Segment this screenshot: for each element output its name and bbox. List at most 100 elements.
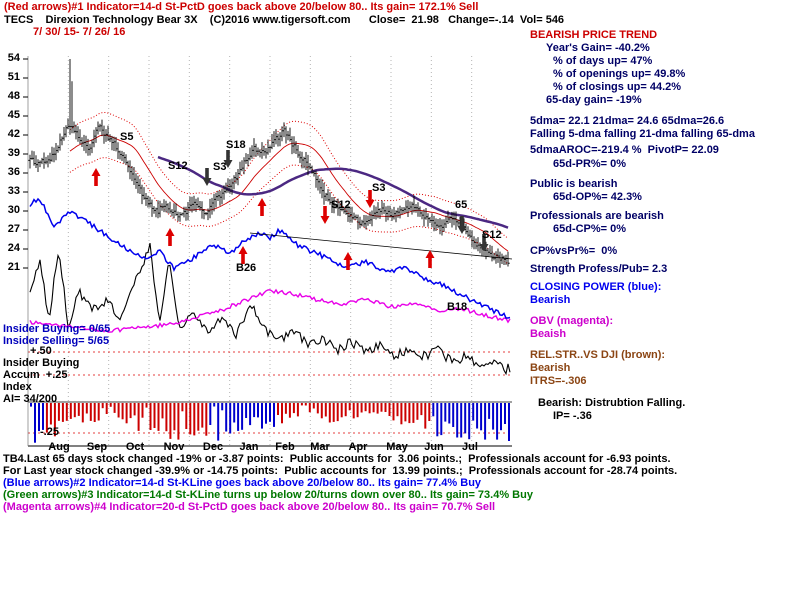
histogram-bar (488, 403, 491, 419)
red-arrow-signal-line: (Red arrows)#1 Indicator=14-d St-PctD go… (4, 1, 479, 13)
histogram-bar (38, 403, 40, 432)
histogram-bar (53, 403, 56, 437)
histogram-bar (201, 403, 204, 428)
histogram-bar (464, 403, 467, 434)
buy-arrow-icon (238, 246, 248, 264)
histogram-bar (384, 403, 387, 412)
histogram-bar (197, 403, 200, 431)
ohlc-bars (29, 59, 509, 268)
buy-arrow-icon (425, 250, 435, 268)
histogram-bar (49, 403, 52, 425)
ticker-info-line: TECS Direxion Technology Bear 3X (C)2016… (4, 14, 565, 26)
histogram-bar (149, 403, 152, 430)
histogram-bar (61, 403, 64, 422)
histogram-bar (484, 403, 487, 440)
histogram-bar (452, 403, 455, 427)
histogram-bar (492, 403, 495, 430)
sell-arrow-icon (223, 150, 233, 168)
histogram-bar (101, 403, 104, 409)
histogram-bar (288, 403, 291, 418)
histogram-bar (109, 403, 112, 407)
histogram-bar (420, 403, 423, 416)
histogram-bar (300, 403, 303, 406)
histogram-bar (65, 403, 68, 421)
histogram-bar (213, 403, 216, 407)
histogram-bar (125, 403, 128, 424)
histogram-bar (460, 403, 463, 438)
histogram-bar (189, 403, 192, 435)
histogram-bar (245, 403, 248, 418)
histogram-bar (364, 403, 367, 412)
sell-arrow-icon (365, 190, 375, 208)
histogram-bar (432, 403, 435, 417)
histogram-bar (292, 403, 295, 414)
histogram-bar (344, 403, 347, 417)
histogram-bar (241, 403, 244, 430)
histogram-bar (269, 403, 271, 422)
histogram-bar (153, 403, 156, 428)
histogram-bar (508, 403, 510, 441)
histogram-bar (77, 403, 80, 416)
sell-arrow-icon (457, 216, 467, 234)
histogram-bar (173, 403, 176, 431)
histogram-bar (396, 403, 399, 417)
histogram-bar (504, 403, 506, 424)
histogram-bar (281, 403, 283, 424)
histogram-bar (145, 403, 148, 408)
histogram-bar (380, 403, 383, 412)
histogram-bar (376, 403, 379, 414)
accum-index-line (29, 242, 511, 376)
histogram-bar (408, 403, 411, 424)
histogram-bar (265, 403, 267, 424)
histogram-bar (284, 403, 287, 414)
histogram-bar (81, 403, 84, 423)
histogram-bar (161, 403, 164, 419)
histogram-bar (89, 403, 92, 421)
histogram-bar (500, 403, 502, 431)
histogram-bar (388, 403, 391, 416)
closing-power-line (29, 197, 511, 319)
date-range-label: 7/ 30/ 15- 7/ 26/ 16 (33, 26, 126, 38)
histogram-bar (472, 403, 475, 421)
histogram-bar (57, 403, 60, 421)
sell-arrow-icon (479, 234, 489, 252)
histogram-bar (253, 403, 256, 418)
histogram-bar (181, 403, 184, 412)
histogram-bar (85, 403, 88, 414)
histogram-bar (320, 403, 323, 419)
ma65-line (157, 155, 509, 229)
histogram-bar (424, 403, 427, 429)
histogram-bar (352, 403, 355, 419)
histogram-bar (308, 403, 311, 413)
histogram-bar (129, 403, 132, 419)
histogram-bar (428, 403, 431, 421)
histogram-bar (332, 403, 335, 422)
sell-arrow-icon (320, 206, 330, 224)
histogram-bar (42, 403, 44, 430)
histogram-bar (436, 403, 439, 437)
histogram-bar (448, 403, 451, 424)
histogram-bar (328, 403, 331, 423)
histogram-bar (113, 403, 116, 413)
lower-band-line (69, 157, 509, 265)
histogram-bar (496, 403, 499, 440)
obv-line (29, 288, 511, 333)
buy-arrow-icon (91, 168, 101, 186)
buy-arrow-icon (257, 198, 267, 216)
histogram-bar (304, 403, 307, 406)
histogram-bar (440, 403, 443, 436)
histogram-bar (93, 403, 96, 422)
ohlc-ticks (28, 125, 510, 264)
buy-arrow-icon (165, 228, 175, 246)
histogram-bar (69, 403, 72, 419)
histogram-bar (372, 403, 375, 413)
histogram-bar (217, 403, 220, 441)
histogram-bar (97, 403, 100, 421)
histogram-bar (117, 403, 120, 418)
histogram-bar (193, 403, 196, 436)
histogram-bar (237, 403, 240, 431)
histogram-bar (476, 403, 479, 429)
histogram-bar (157, 403, 160, 431)
